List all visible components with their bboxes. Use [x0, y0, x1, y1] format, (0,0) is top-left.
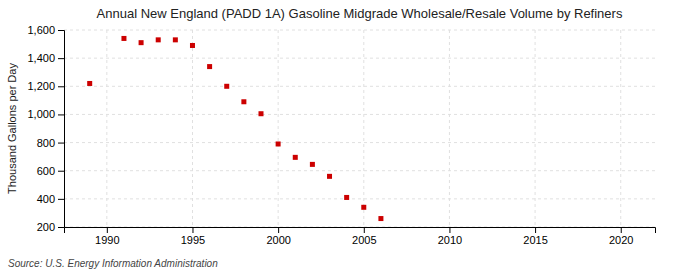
- tick-mark: [58, 30, 64, 31]
- tick: 2000: [266, 227, 290, 246]
- tick-mark: [535, 227, 536, 233]
- tick-mark: [278, 227, 279, 233]
- point: [173, 37, 178, 42]
- tick-label: 2015: [523, 234, 547, 246]
- tick-label: 1990: [95, 234, 119, 246]
- tick-mark: [58, 114, 64, 115]
- point: [241, 99, 246, 104]
- tick-label: 2010: [438, 234, 462, 246]
- tick: 1,000: [27, 108, 64, 120]
- tick-label: 1,000: [27, 108, 55, 120]
- tick: 1995: [181, 227, 205, 246]
- tick-mark: [58, 58, 64, 59]
- point: [310, 162, 315, 167]
- grid-line-x: [363, 30, 364, 227]
- grid-line-x: [192, 30, 193, 227]
- grid-line-y: [64, 198, 655, 199]
- tick-mark: [192, 227, 193, 233]
- grid-line-y: [64, 30, 655, 31]
- x-axis: 1990 1995 2000 2005 2010 2015 2020: [65, 227, 656, 246]
- tick: 1,400: [27, 52, 64, 64]
- tick-mark: [107, 227, 108, 233]
- point: [207, 64, 212, 69]
- tick: 1,600: [27, 24, 64, 36]
- tick-mark: [58, 171, 64, 172]
- tick-mark: [58, 143, 64, 144]
- tick: 2015: [523, 227, 547, 246]
- grid-line-x: [106, 30, 107, 227]
- tick: 1,200: [27, 80, 64, 92]
- tick-mark: [364, 227, 365, 233]
- tick-mark: [58, 227, 64, 228]
- tick-label: 1,400: [27, 52, 55, 64]
- tick-label: 2005: [352, 234, 376, 246]
- grid-line-x: [535, 30, 536, 227]
- tick-label: 2020: [609, 234, 633, 246]
- tick: 2020: [609, 227, 633, 246]
- axis-line: [65, 228, 656, 234]
- point: [121, 36, 126, 41]
- tick: 2010: [438, 227, 462, 246]
- tick-label: 1,600: [27, 24, 55, 36]
- tick: 2005: [352, 227, 376, 246]
- point: [190, 43, 195, 48]
- point: [224, 84, 229, 89]
- point: [293, 155, 298, 160]
- tick-label: 400: [37, 193, 55, 205]
- tick: 600: [37, 165, 64, 177]
- point: [327, 174, 332, 179]
- point: [378, 216, 383, 221]
- tick-label: 200: [37, 221, 55, 233]
- grid: [64, 30, 655, 227]
- title: Annual New England (PADD 1A) Gasoline Mi…: [97, 6, 623, 21]
- grid-line-x: [278, 30, 279, 227]
- tick-label: 600: [37, 165, 55, 177]
- axis-line: [58, 31, 65, 228]
- source-note: Source: U.S. Energy Information Administ…: [8, 258, 218, 269]
- grid-line-y: [64, 86, 655, 87]
- points: [87, 36, 383, 221]
- point: [87, 81, 92, 86]
- chart-container: 1990 1995 2000 2005 2010 2015 2020 200 400 600 800…: [0, 0, 675, 275]
- y-axis-title: Thousand Gallons per Day: [6, 63, 18, 194]
- tick: 200: [37, 221, 64, 233]
- grid-line-y: [64, 142, 655, 143]
- grid-line-y: [64, 58, 655, 59]
- grid-line-y: [64, 170, 655, 171]
- y-axis: 200 400 600 800 1,000 1,200 1,400 1,600: [27, 24, 64, 233]
- grid-line-y: [64, 114, 655, 115]
- plot-area: 1990 1995 2000 2005 2010 2015 2020 200 400 600 800…: [27, 24, 655, 246]
- tick-label: 1,200: [27, 80, 55, 92]
- tick: 400: [37, 193, 64, 205]
- point: [344, 195, 349, 200]
- point: [156, 37, 161, 42]
- point: [276, 141, 281, 146]
- point: [361, 205, 366, 210]
- tick-mark: [621, 227, 622, 233]
- point: [139, 40, 144, 45]
- tick-label: 2000: [266, 234, 290, 246]
- tick: 800: [37, 137, 64, 149]
- grid-line-x: [449, 30, 450, 227]
- tick-mark: [58, 86, 64, 87]
- tick-label: 1995: [181, 234, 205, 246]
- tick-mark: [449, 227, 450, 233]
- tick-label: 800: [37, 137, 55, 149]
- point: [259, 111, 264, 116]
- tick-mark: [58, 199, 64, 200]
- tick: 1990: [95, 227, 119, 246]
- chart-svg: 1990 1995 2000 2005 2010 2015 2020 200 400 600 800…: [0, 0, 675, 275]
- grid-line-x: [620, 30, 621, 227]
